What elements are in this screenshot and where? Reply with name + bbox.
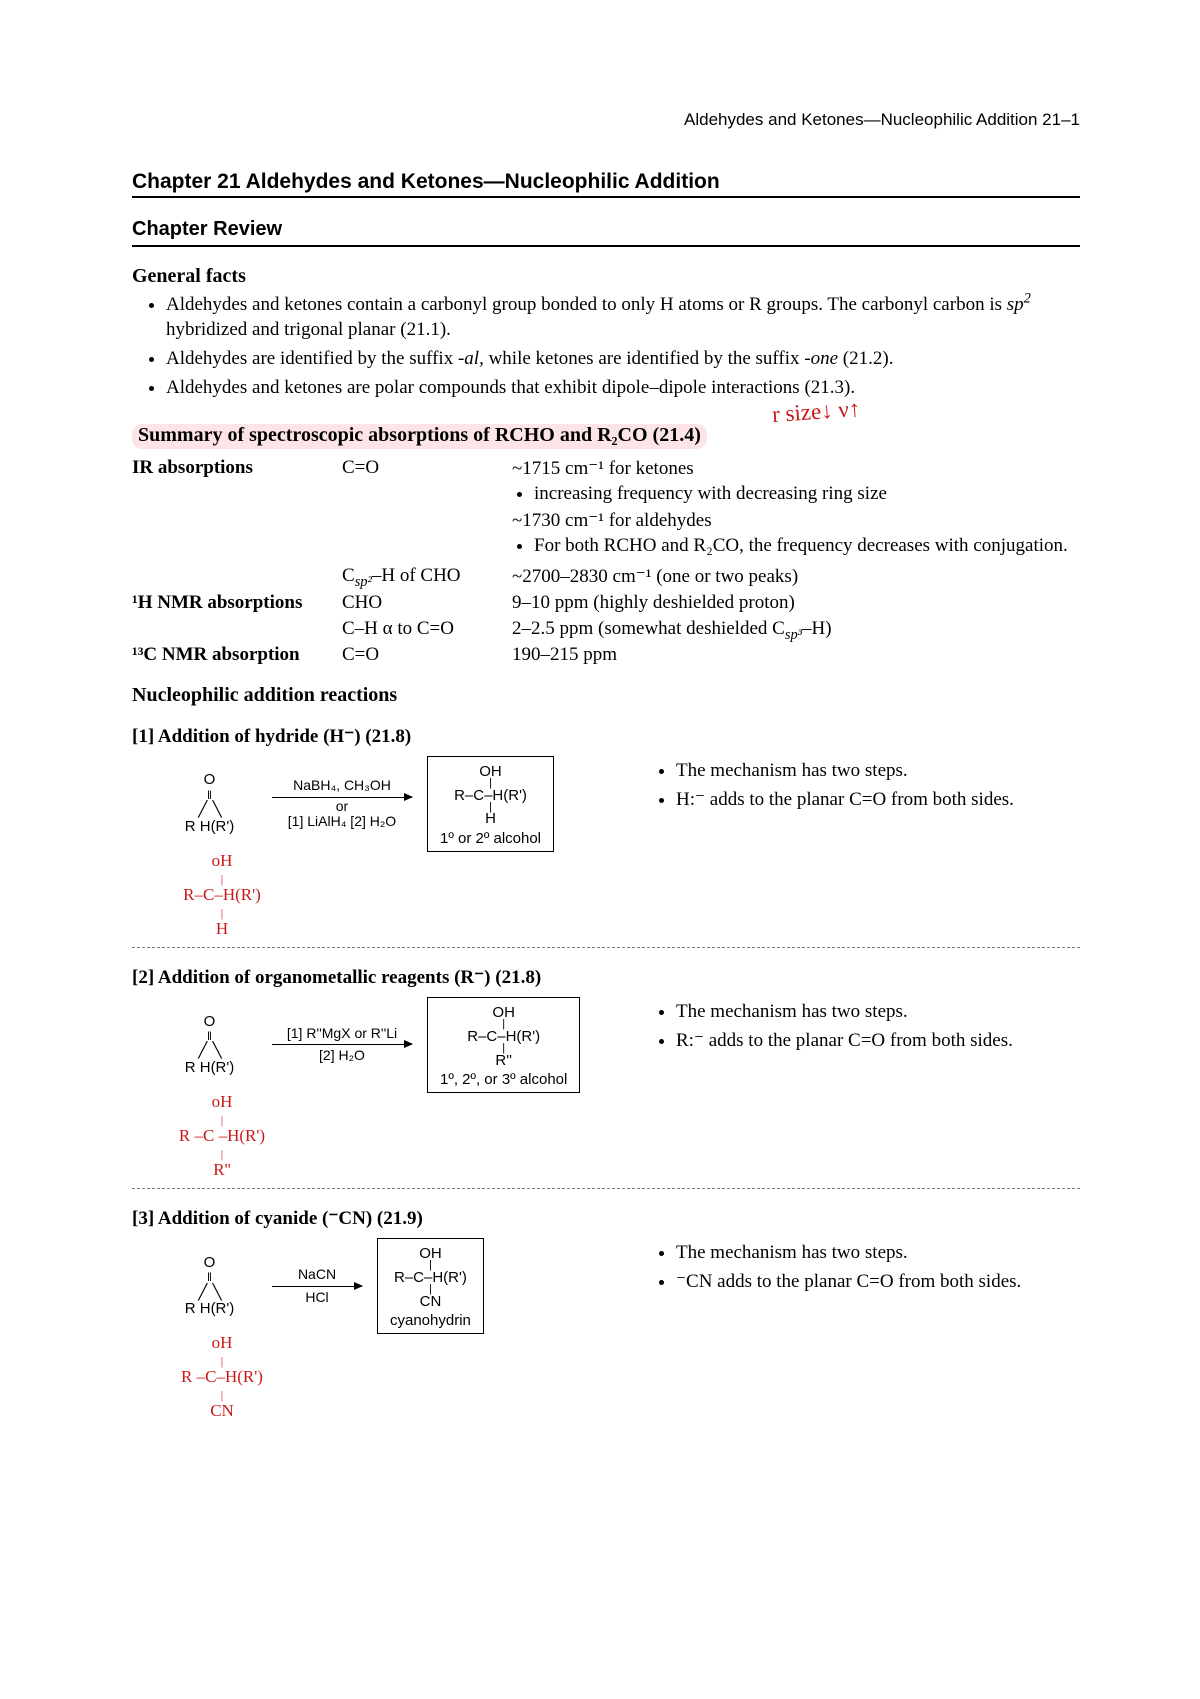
rule-1: [132, 947, 1080, 948]
general-item-1: Aldehydes and ketones contain a carbonyl…: [166, 292, 1080, 342]
page: Aldehydes and Ketones—Nucleophilic Addit…: [0, 0, 1200, 1699]
rxn3-note-2: ⁻CN adds to the planar C=O from both sid…: [676, 1269, 1021, 1294]
annotation-ring-size: r size↓ ν↑: [771, 397, 861, 426]
rxn1-start: O ‖ ╱ ╲ R H(R'): [162, 772, 257, 835]
rxn2-note-1: The mechanism has two steps.: [676, 999, 1013, 1024]
rxn2-arrow: [1] R''MgX or R''Li [2] H₂O: [267, 1026, 417, 1064]
ir-conj: For both RCHO and R₂CO, the frequency de…: [534, 534, 1080, 559]
rxn2-scheme: O ‖ ╱ ╲ R H(R') [1] R''MgX or R''Li [2] …: [162, 997, 642, 1093]
rxn1-scheme: O ‖ ╱ ╲ R H(R') NaBH₄, CH₃OH or [1] LiAl…: [162, 756, 642, 852]
rxn1-note-1: The mechanism has two steps.: [676, 758, 1014, 783]
rxn3-notes: The mechanism has two steps. ⁻CN adds to…: [642, 1240, 1021, 1298]
hnmr-cha: C–H α to C=O: [342, 618, 502, 640]
annotation-rxn2-struct: oH | R –C –H(R') | R'': [142, 1093, 302, 1178]
rxn2-notes: The mechanism has two steps. R:⁻ adds to…: [642, 999, 1013, 1057]
ir-ring: increasing frequency with decreasing rin…: [534, 482, 1080, 507]
ir-co: C=O: [342, 457, 502, 560]
ir-label: IR absorptions: [132, 457, 332, 560]
spec-table: IR absorptions C=O ~1715 cm⁻¹ for ketone…: [132, 457, 1080, 665]
general-heading: General facts: [132, 265, 1080, 288]
ir-csp2h: Csp²–H of CHO: [342, 565, 502, 588]
rxn1-notes: The mechanism has two steps. H:⁻ adds to…: [642, 758, 1014, 816]
general-list: Aldehydes and ketones contain a carbonyl…: [132, 292, 1080, 400]
rxn3-arrow: NaCN HCl: [267, 1267, 367, 1305]
rxn3-note-1: The mechanism has two steps.: [676, 1240, 1021, 1265]
hnmr-cho-val: 9–10 ppm (highly deshielded proton): [512, 592, 1080, 614]
general-item-3: Aldehydes and ketones are polar compound…: [166, 375, 1080, 400]
running-header: Aldehydes and Ketones—Nucleophilic Addit…: [684, 110, 1080, 130]
spec-heading: Summary of spectroscopic absorptions of …: [132, 424, 707, 449]
hnmr-label: ¹H NMR absorptions: [132, 592, 332, 614]
rxn1-arrow: NaBH₄, CH₃OH or [1] LiAlH₄ [2] H₂O: [267, 778, 417, 829]
ir-ketone-block: ~1715 cm⁻¹ for ketones increasing freque…: [512, 457, 1080, 560]
rxn3-title: [3] Addition of cyanide (⁻CN) (21.9): [132, 1207, 1080, 1230]
cnmr-co: C=O: [342, 644, 502, 666]
rxn1-title: [1] Addition of hydride (H⁻) (21.8): [132, 725, 1080, 748]
rxn3-start: O ‖ ╱ ╲ R H(R'): [162, 1255, 257, 1318]
rxn1-product: OH | R–C–H(R') | H 1º or 2º alcohol: [427, 756, 554, 852]
hnmr-cha-val: 2–2.5 ppm (somewhat deshielded Csp³–H): [512, 618, 1080, 640]
ir-aldehyde: ~1730 cm⁻¹ for aldehydes: [512, 509, 1080, 532]
rxn1-row: O ‖ ╱ ╲ R H(R') NaBH₄, CH₃OH or [1] LiAl…: [162, 756, 1080, 852]
rxn2-row: O ‖ ╱ ╲ R H(R') [1] R''MgX or R''Li [2] …: [162, 997, 1080, 1093]
hnmr-cho: CHO: [342, 592, 502, 614]
rule-2: [132, 1188, 1080, 1189]
chapter-title: Chapter 21 Aldehydes and Ketones—Nucleop…: [132, 170, 1080, 198]
rxn2-title: [2] Addition of organometallic reagents …: [132, 966, 1080, 989]
nucleo-heading: Nucleophilic addition reactions: [132, 684, 1080, 707]
rxn3-product: OH | R–C–H(R') | CN cyanohydrin: [377, 1238, 484, 1334]
general-item-2: Aldehydes are identified by the suffix -…: [166, 346, 1080, 371]
rxn2-note-2: R:⁻ adds to the planar C=O from both sid…: [676, 1028, 1013, 1053]
rxn2-product: OH | R–C–H(R') | R'' 1º, 2º, or 3º alcoh…: [427, 997, 580, 1093]
cnmr-val: 190–215 ppm: [512, 644, 1080, 666]
rxn1-note-2: H:⁻ adds to the planar C=O from both sid…: [676, 787, 1014, 812]
rxn2-start: O ‖ ╱ ╲ R H(R'): [162, 1014, 257, 1077]
rxn3-scheme: O ‖ ╱ ╲ R H(R') NaCN HCl OH | R–C–H(R') …: [162, 1238, 642, 1334]
ir-ketone: ~1715 cm⁻¹ for ketones: [512, 457, 1080, 480]
rxn3-row: O ‖ ╱ ╲ R H(R') NaCN HCl OH | R–C–H(R') …: [162, 1238, 1080, 1334]
annotation-rxn1-struct: oH | R–C–H(R') | H: [142, 852, 302, 937]
annotation-rxn3-struct: oH | R –C–H(R') | CN: [142, 1334, 302, 1419]
section-title: Chapter Review: [132, 218, 1080, 247]
cnmr-label: ¹³C NMR absorption: [132, 644, 332, 666]
ir-csp2h-val: ~2700–2830 cm⁻¹ (one or two peaks): [512, 565, 1080, 588]
